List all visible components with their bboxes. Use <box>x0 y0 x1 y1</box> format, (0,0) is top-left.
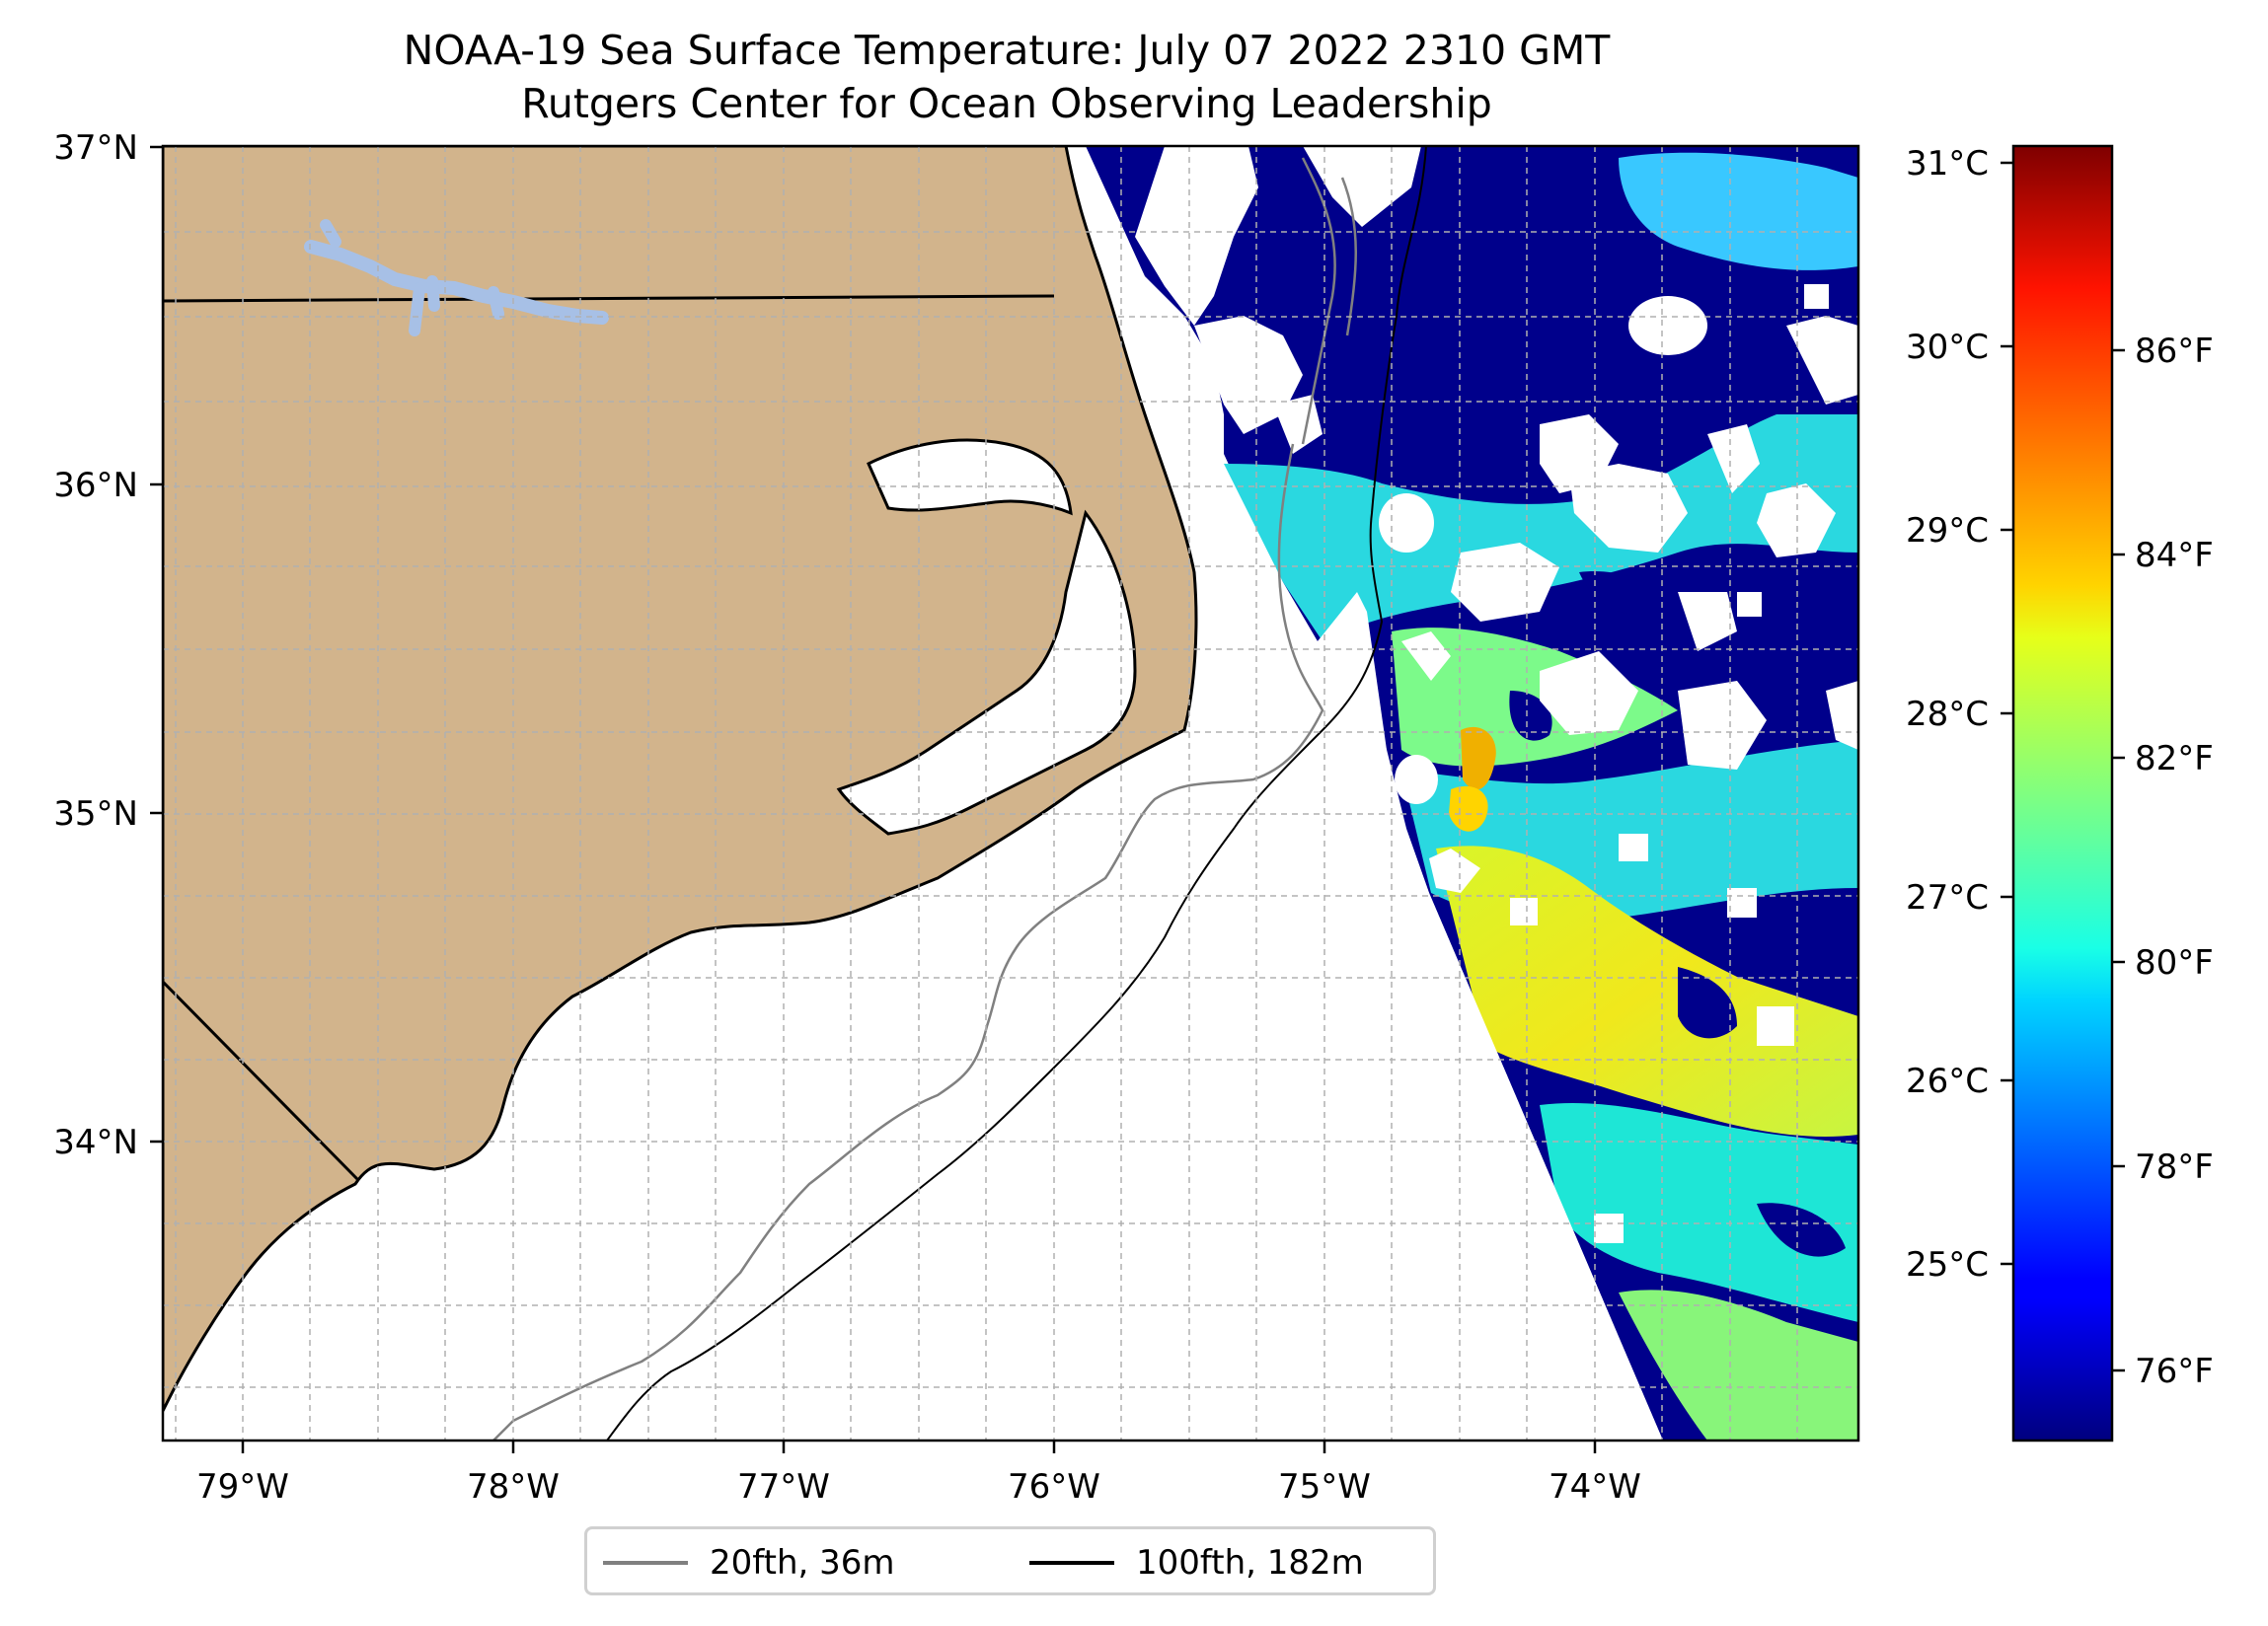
pamlico-sound <box>836 509 1137 836</box>
contour-20fth-north <box>1301 157 1357 445</box>
legend-line-black <box>1029 1561 1114 1565</box>
colorbar-frame <box>2011 144 2114 1442</box>
map-gridlines <box>163 146 1858 1441</box>
lon-label: 76°W <box>1008 1467 1100 1507</box>
legend-label: 100fth, 182m <box>1136 1543 1364 1583</box>
fahrenheit-tick-label: 80°F <box>2135 943 2214 983</box>
fahrenheit-tick-label: 84°F <box>2135 536 2214 575</box>
lon-ticks <box>241 1441 1597 1453</box>
lon-label: 77°W <box>737 1467 830 1507</box>
legend-item-100fth: 100fth, 182m <box>1029 1543 1364 1583</box>
colorbar-celsius-ticks <box>2001 161 2013 1266</box>
celsius-tick-label: 27°C <box>1906 878 1989 918</box>
legend-label: 20fth, 36m <box>710 1543 895 1583</box>
state-border-nc-sc <box>163 980 359 1181</box>
lat-label: 34°N <box>53 1123 138 1162</box>
map-title: NOAA-19 Sea Surface Temperature: July 07… <box>403 27 1611 74</box>
sst-swath <box>1086 146 1858 1441</box>
lon-label: 79°W <box>196 1467 289 1507</box>
map-legend: 20fth, 36m 100fth, 182m <box>584 1526 1436 1595</box>
contour-100fth <box>606 146 1427 1441</box>
fahrenheit-tick-label: 76°F <box>2135 1352 2214 1391</box>
legend-line-gray <box>603 1561 688 1565</box>
celsius-tick-label: 25°C <box>1906 1245 1989 1285</box>
lon-label: 78°W <box>467 1467 560 1507</box>
lat-ticks <box>150 145 163 1144</box>
legend-item-20fth: 20fth, 36m <box>603 1543 895 1583</box>
fahrenheit-tick-label: 82°F <box>2135 739 2214 778</box>
lon-label: 74°W <box>1549 1467 1641 1507</box>
map-frame <box>161 144 1860 1442</box>
lake <box>304 240 609 325</box>
state-border-va-nc <box>163 294 1055 303</box>
colorbar <box>2013 146 2112 1441</box>
celsius-tick-label: 29°C <box>1906 511 1989 551</box>
lat-label: 37°N <box>53 128 138 168</box>
cloud-mask <box>1086 146 1858 1441</box>
lon-label: 75°W <box>1278 1467 1371 1507</box>
fahrenheit-tick-label: 86°F <box>2135 332 2214 371</box>
celsius-tick-label: 26°C <box>1906 1062 1989 1101</box>
lake-arm <box>320 219 504 336</box>
map-subtitle: Rutgers Center for Ocean Observing Leade… <box>521 80 1492 127</box>
celsius-tick-label: 31°C <box>1906 144 1989 184</box>
lat-label: 35°N <box>53 794 138 834</box>
contour-20fth <box>492 443 1324 1441</box>
lat-label: 36°N <box>53 466 138 505</box>
colorbar-fahrenheit-ticks <box>2112 348 2125 1372</box>
celsius-tick-label: 28°C <box>1906 695 1989 734</box>
celsius-tick-label: 30°C <box>1906 328 1989 367</box>
fahrenheit-tick-label: 78°F <box>2135 1147 2214 1187</box>
